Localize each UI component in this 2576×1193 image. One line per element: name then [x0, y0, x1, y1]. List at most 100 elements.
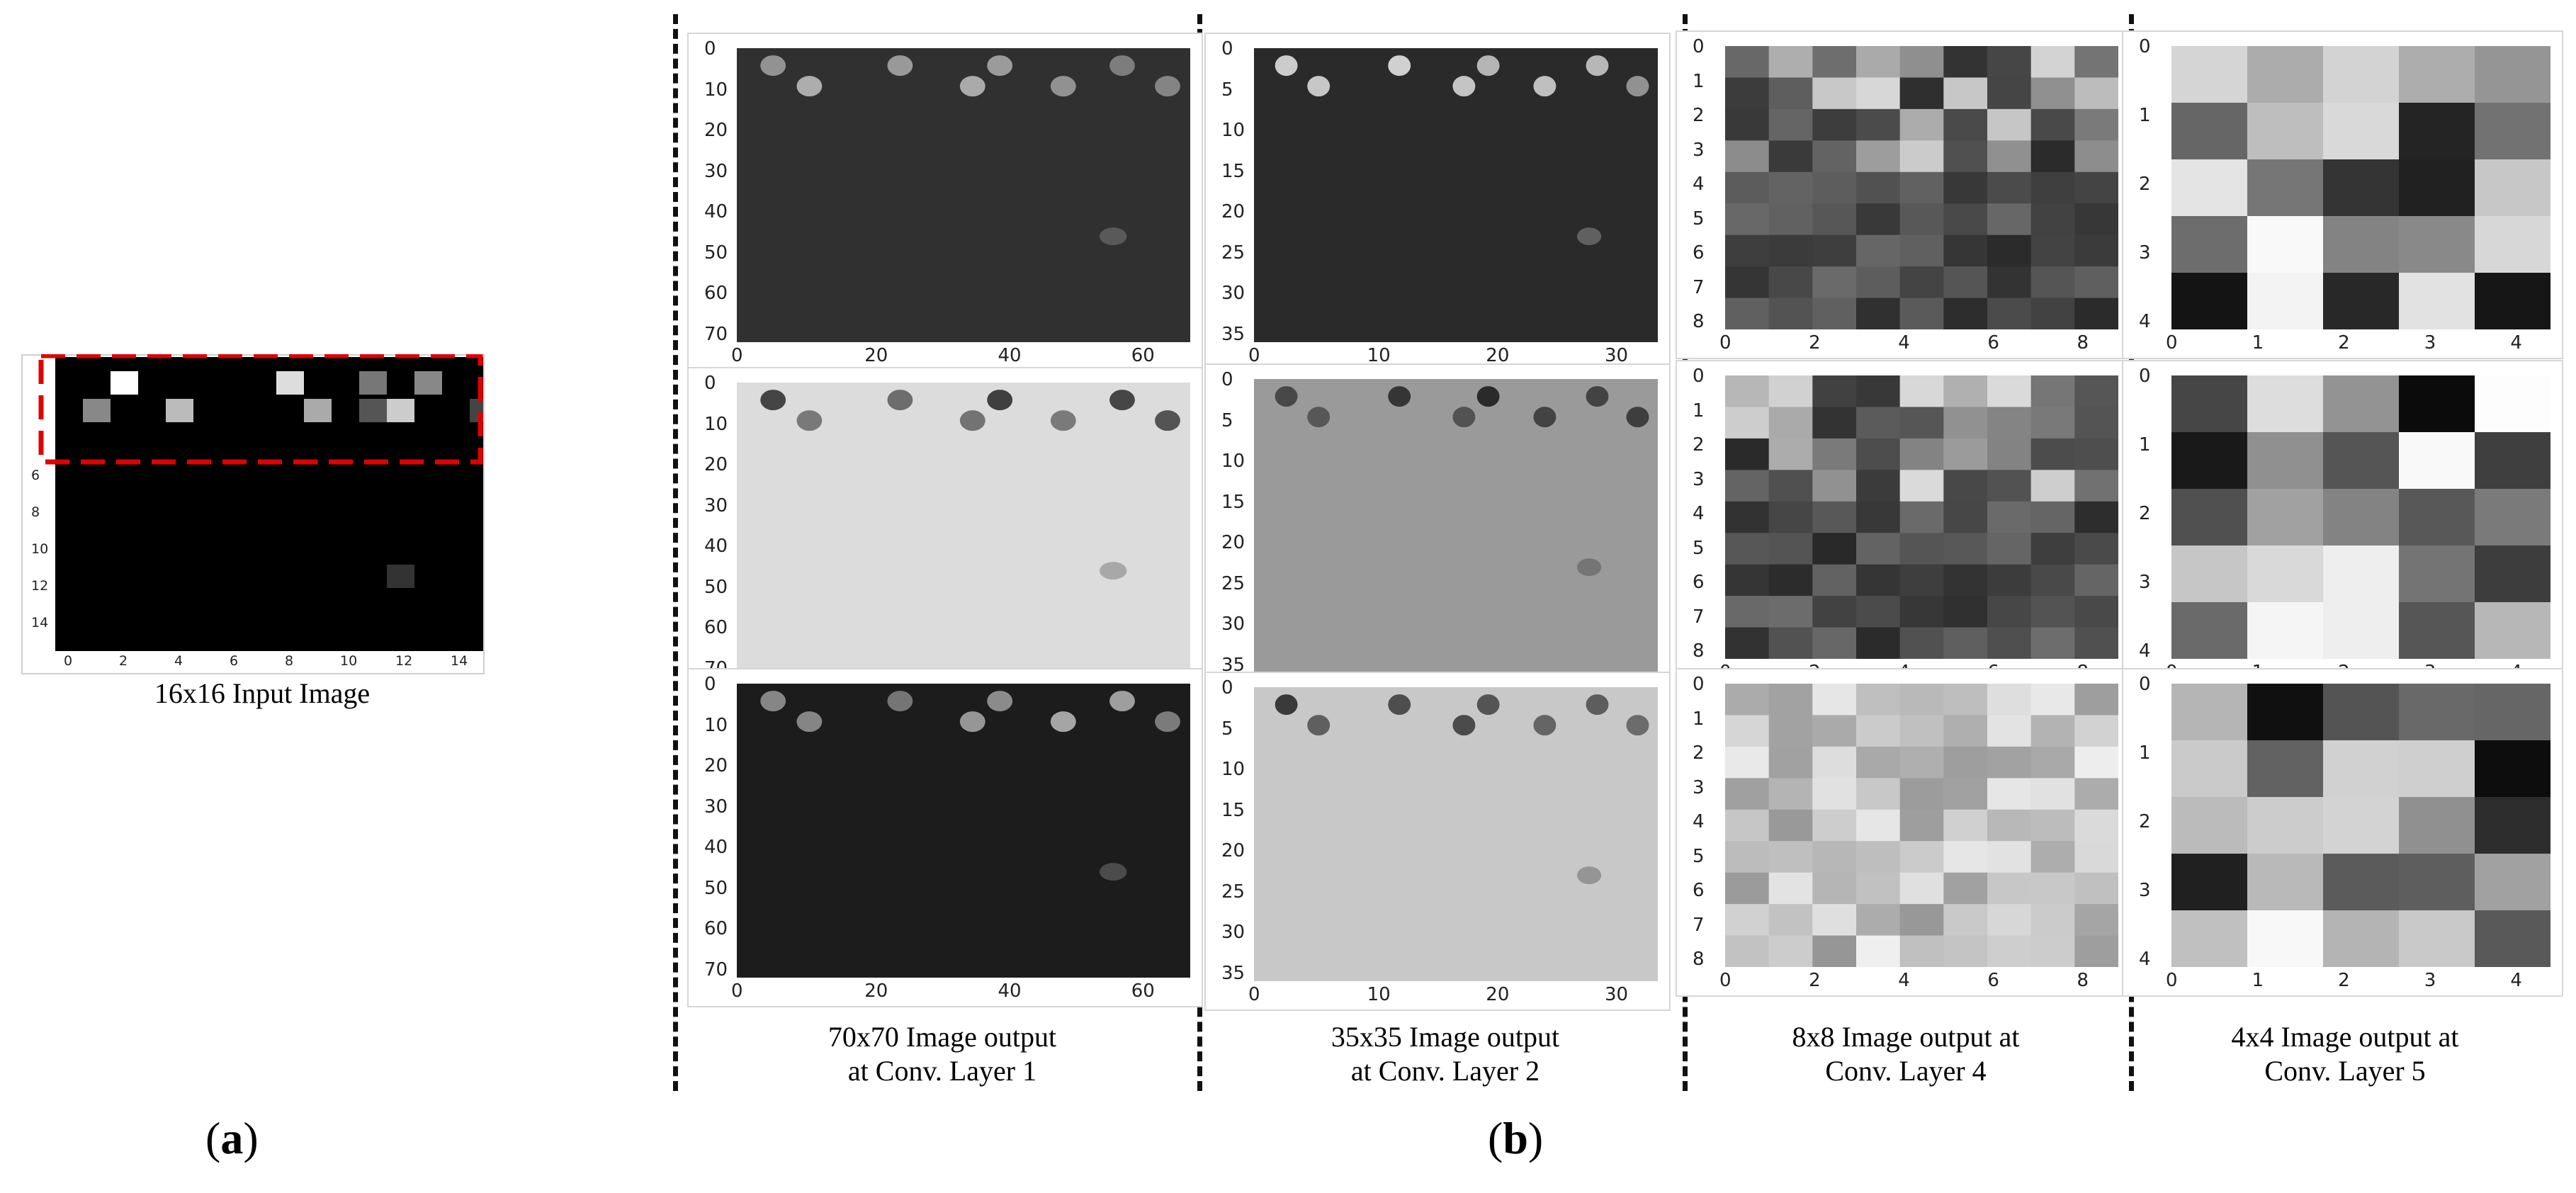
feature-map-y-tick: 5 [1693, 845, 1705, 867]
feature-map-x-tick: 6 [1987, 332, 1999, 354]
feature-map-y-tick: 8 [1693, 640, 1705, 662]
feature-map-y-tick: 25 [1221, 572, 1245, 594]
feature-map-x-tick: 0 [2166, 332, 2178, 354]
feature-map-y-tick: 5 [1221, 79, 1233, 101]
feature-map-y-tick: 15 [1221, 160, 1245, 182]
feature-map-y-tick: 70 [704, 323, 728, 345]
feature-map-y-tick: 25 [1221, 242, 1245, 264]
feature-map-x-tick: 8 [2077, 332, 2089, 354]
feature-map [2171, 684, 2550, 967]
feature-map-y-tick: 20 [704, 454, 728, 475]
feature-map-y-tick: 2 [1693, 434, 1705, 456]
feature-map-y-tick: 2 [2139, 503, 2151, 524]
feature-map-x-tick: 10 [1367, 345, 1391, 366]
feature-map-y-tick: 10 [1221, 120, 1245, 141]
feature-map-y-tick: 50 [704, 877, 728, 899]
input-x-tick: 12 [395, 653, 413, 669]
feature-map-x-tick: 3 [2424, 332, 2436, 354]
input-x-tick: 2 [119, 653, 128, 669]
feature-map-y-tick: 60 [704, 617, 728, 639]
feature-map-y-tick: 3 [1693, 468, 1705, 490]
feature-map [1725, 46, 2118, 329]
feature-map-y-tick: 0 [2139, 36, 2151, 57]
feature-map-y-tick: 10 [704, 79, 728, 101]
feature-map-x-tick: 2 [1809, 332, 1821, 354]
feature-map-x-tick: 30 [1604, 984, 1629, 1005]
input-y-tick: 14 [31, 615, 49, 631]
highlight-box [38, 354, 483, 465]
feature-map-y-tick: 30 [1221, 922, 1245, 944]
feature-map-y-tick: 5 [1221, 409, 1233, 431]
feature-map-y-tick: 2 [2139, 811, 2151, 832]
input-x-tick: 10 [340, 653, 358, 669]
feature-map-x-tick: 4 [1898, 332, 1910, 354]
feature-map-y-tick: 30 [704, 494, 728, 516]
feature-map-x-tick: 10 [1367, 984, 1391, 1005]
feature-map-y-tick: 40 [704, 837, 728, 859]
feature-map-y-tick: 30 [704, 160, 728, 182]
feature-map-y-tick: 2 [1693, 742, 1705, 764]
feature-map-y-tick: 2 [2139, 174, 2151, 195]
feature-map-y-tick: 60 [704, 918, 728, 940]
feature-map-y-tick: 60 [704, 283, 728, 305]
feature-map-x-tick: 60 [1131, 980, 1155, 1002]
feature-map-y-tick: 4 [1693, 503, 1705, 524]
feature-map [2171, 375, 2550, 659]
feature-map [737, 48, 1190, 342]
feature-map-y-tick: 7 [1693, 606, 1705, 628]
feature-map-y-tick: 20 [1221, 840, 1245, 862]
feature-map-y-tick: 1 [2139, 434, 2151, 456]
feature-map-y-tick: 0 [704, 674, 716, 695]
feature-map-x-tick: 0 [731, 345, 743, 366]
feature-map-x-tick: 60 [1131, 345, 1155, 366]
divider-1 [673, 14, 678, 1091]
feature-map-y-tick: 3 [1693, 139, 1705, 161]
feature-map-y-tick: 3 [1693, 776, 1705, 798]
input-image-heatmap [38, 354, 483, 651]
feature-map-y-tick: 20 [704, 120, 728, 141]
feature-map-y-tick: 10 [1221, 759, 1245, 780]
feature-map-y-tick: 15 [1221, 491, 1245, 513]
layer1-caption: 70x70 Image output at Conv. Layer 1 [827, 1021, 1057, 1087]
feature-map [737, 383, 1190, 677]
feature-map-y-tick: 4 [2139, 640, 2151, 662]
feature-map-y-tick: 1 [1693, 708, 1705, 730]
feature-map-y-tick: 0 [1693, 36, 1705, 57]
input-x-tick: 8 [285, 653, 294, 669]
panel-a-label: (a) [205, 1113, 259, 1163]
feature-map-x-tick: 6 [1987, 970, 1999, 991]
feature-map-x-tick: 2 [2338, 332, 2350, 354]
feature-map-x-tick: 4 [2510, 332, 2522, 354]
feature-map-y-tick: 25 [1221, 881, 1245, 903]
feature-map-y-tick: 20 [1221, 532, 1245, 554]
feature-map-y-tick: 5 [1693, 208, 1705, 230]
feature-map [1254, 379, 1658, 673]
panel-b-label: (b) [1488, 1113, 1544, 1163]
feature-map-y-tick: 1 [1693, 70, 1705, 92]
input-x-tick: 6 [230, 653, 239, 669]
feature-map-x-tick: 0 [1719, 332, 1732, 354]
feature-map [2171, 46, 2550, 329]
feature-map-x-tick: 2 [1809, 970, 1821, 991]
feature-map-y-tick: 30 [1221, 614, 1245, 635]
feature-map-y-tick: 0 [1693, 674, 1705, 695]
feature-map-x-tick: 20 [1486, 984, 1510, 1005]
layer5-caption: 4x4 Image output at Conv. Layer 5 [2231, 1021, 2459, 1087]
feature-map-y-tick: 35 [1221, 962, 1245, 984]
feature-map-y-tick: 4 [1693, 811, 1705, 832]
feature-map-x-tick: 0 [1248, 345, 1260, 366]
feature-map-y-tick: 0 [1693, 366, 1705, 387]
feature-map-x-tick: 1 [2252, 970, 2264, 991]
feature-map-y-tick: 40 [704, 201, 728, 223]
feature-map-x-tick: 20 [864, 980, 888, 1002]
feature-map-y-tick: 3 [2139, 572, 2151, 593]
feature-map-x-tick: 2 [2338, 970, 2350, 991]
feature-map-x-tick: 0 [1719, 970, 1732, 991]
feature-map-x-tick: 40 [998, 980, 1022, 1002]
feature-map-y-tick: 8 [1693, 311, 1705, 332]
feature-map-y-tick: 6 [1693, 880, 1705, 901]
input-y-tick: 12 [31, 578, 49, 594]
feature-map-y-tick: 20 [704, 755, 728, 776]
feature-map-x-tick: 20 [864, 345, 888, 366]
input-x-tick: 4 [174, 653, 183, 669]
